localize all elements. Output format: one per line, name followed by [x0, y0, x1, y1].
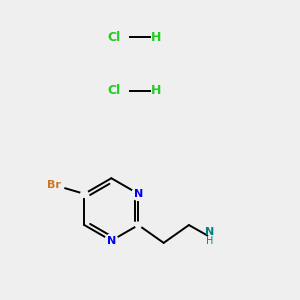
- Circle shape: [135, 222, 141, 228]
- Circle shape: [105, 234, 118, 247]
- Text: N: N: [205, 226, 214, 237]
- Circle shape: [81, 190, 88, 197]
- Text: Cl: Cl: [108, 31, 121, 44]
- Text: Cl: Cl: [108, 84, 121, 97]
- Text: Br: Br: [47, 180, 61, 190]
- Text: H: H: [151, 84, 161, 97]
- Text: H: H: [151, 31, 161, 44]
- Text: N: N: [107, 236, 116, 246]
- Text: N: N: [134, 189, 143, 199]
- Text: H: H: [206, 236, 213, 245]
- Circle shape: [132, 187, 145, 200]
